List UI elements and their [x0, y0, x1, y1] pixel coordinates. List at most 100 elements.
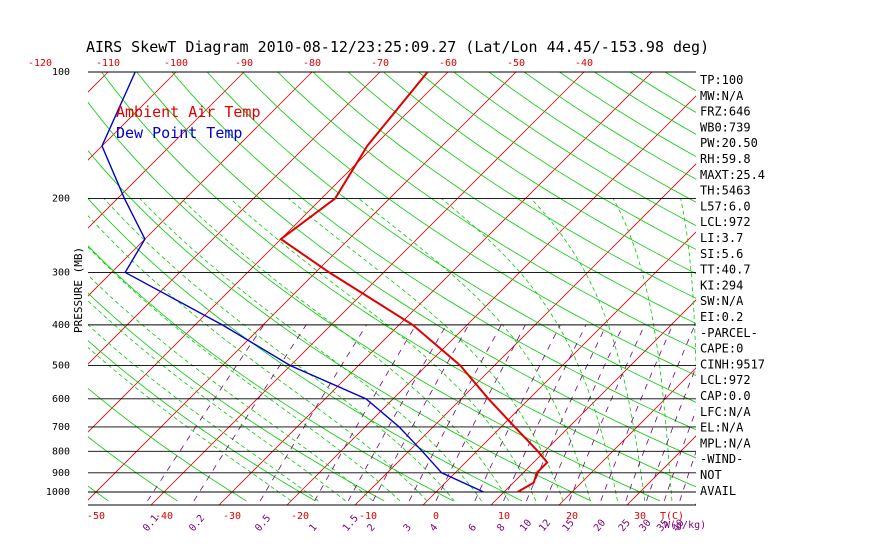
index-item: EL:N/A: [700, 421, 744, 435]
series-lines: [101, 72, 549, 493]
moist-adiabat-line: [288, 198, 564, 502]
pressure-tick-label: 400: [52, 320, 70, 331]
isotherm-line: [88, 72, 245, 229]
mixing-ratio-line: [625, 324, 696, 502]
mixing-ratio-line: [347, 324, 447, 502]
mixing-ratio-tick-label: 0.5: [253, 513, 273, 534]
moist-adiabat-line: [180, 198, 510, 502]
moist-adiabat-line: [88, 300, 346, 502]
mixing-ratio-tick-label: 12: [537, 518, 553, 534]
index-item: L57:6.0: [700, 199, 751, 213]
index-item: MPL:N/A: [700, 436, 751, 450]
isotherm-line: [88, 72, 517, 501]
top-tick-label: -60: [439, 58, 457, 69]
moist-adiabat-line: [612, 198, 673, 501]
moist-adiabat-line: [103, 198, 455, 502]
index-item: TP:100: [700, 73, 743, 87]
moist-adiabat-line: [441, 198, 618, 501]
mixing-ratio-tick-label: 2: [365, 522, 377, 534]
x-axis-label: T(C): [660, 511, 684, 522]
moist-adiabat-line: [88, 246, 401, 502]
index-item: AVAIL: [700, 484, 736, 498]
mixing-ratio-tick-label: 0.2: [187, 513, 207, 534]
isotherm-line: [354, 163, 696, 505]
top-tick-label: -100: [164, 58, 188, 69]
moist-adiabat-line: [358, 198, 591, 501]
dry-adiabat-line: [771, 72, 870, 501]
index-item: LFC:N/A: [700, 405, 751, 419]
isotherm-line: [490, 299, 696, 505]
chart-title: AIRS SkewT Diagram 2010-08-12/23:25:09.2…: [86, 38, 709, 56]
moist-adiabat-line: [88, 215, 428, 502]
pressure-tick-label: 300: [52, 267, 70, 278]
isotherm-line: [0, 72, 40, 505]
index-item: CAPE:0: [700, 342, 743, 356]
mixing-ratio-tick-label: 25: [617, 518, 633, 534]
pressure-tick-label: 100: [52, 67, 70, 78]
dry-adiabat-line: [88, 436, 178, 502]
index-item: SI:5.6: [700, 247, 743, 261]
moist-adiabat-line: [530, 198, 646, 501]
index-item: KI:294: [700, 278, 743, 292]
isotherm-line: [150, 72, 585, 505]
pressure-tick-label: 1000: [46, 487, 70, 498]
top-tick-label: -50: [507, 58, 525, 69]
moist-adiabat-line: [88, 346, 292, 502]
index-item: LCL:972: [700, 373, 751, 387]
mixing-ratio-label: W(g/kg): [664, 520, 706, 531]
moist-adiabat-line: [88, 274, 373, 502]
index-item: CINH:9517: [700, 357, 765, 371]
mixing-ratio-tick-label: 1: [307, 522, 319, 534]
mixing-ratio-tick-label: 8: [495, 522, 507, 534]
top-tick-label: -120: [28, 58, 52, 69]
index-item: -PARCEL-: [700, 326, 758, 340]
legend-air-temp: Ambient Air Temp: [116, 103, 261, 121]
mixing-ratio-tick-label: 1.5: [341, 513, 361, 534]
x-tick-label: -40: [155, 511, 173, 522]
isotherm-line: [286, 95, 696, 505]
index-item: PW:20.50: [700, 136, 758, 150]
moist-adiabat-line: [88, 324, 319, 502]
dry-adiabat-line: [88, 340, 316, 502]
dry-adiabat-line: [171, 72, 696, 431]
index-item: -WIND-: [700, 452, 743, 466]
index-item: LCL:972: [700, 215, 751, 229]
index-item: NOT: [700, 468, 722, 482]
dry-adiabat-line: [88, 197, 523, 502]
mixing-ratio-line: [545, 324, 624, 502]
moist-adiabat-line: [680, 198, 696, 378]
index-item: TH:5463: [700, 184, 751, 198]
dry-adiabat-line: [523, 72, 696, 180]
legend: Ambient Air Temp Dew Point Temp: [116, 103, 261, 142]
pressure-tick-label: 600: [52, 394, 70, 405]
mixing-ratio-line: [568, 324, 646, 502]
index-item: FRZ:646: [700, 105, 751, 119]
x-tick-label: 0: [433, 511, 439, 522]
top-tick-label: -40: [575, 58, 593, 69]
dry-adiabat-line: [312, 72, 696, 324]
mixing-ratio-tick-label: 6: [467, 522, 479, 534]
mixing-ratio-line: [408, 324, 502, 502]
legend-dew-point: Dew Point Temp: [116, 124, 242, 142]
dry-adiabat-line: [242, 72, 696, 376]
x-tick-label: 10: [498, 511, 510, 522]
dry-adiabat-line: [453, 72, 696, 227]
pressure-tick-label: 200: [52, 193, 70, 204]
mixing-ratio-line: [600, 324, 674, 502]
dry-adiabat-line: [806, 72, 870, 501]
mixing-ratio-line: [372, 324, 470, 502]
mixing-ratio-line: [526, 324, 607, 502]
dry-adiabat-line: [88, 101, 661, 502]
moist-adiabat-line: [139, 198, 482, 502]
dry-adiabat-line: [136, 72, 696, 459]
moist-adiabat-line: [229, 198, 537, 502]
pressure-tick-label: 700: [52, 422, 70, 433]
dry-adiabat-line: [418, 72, 696, 250]
top-tick-label: -110: [96, 58, 120, 69]
mixing-ratio-line: [147, 324, 265, 502]
isobar-lines: [88, 71, 696, 506]
index-item: MAXT:25.4: [700, 168, 765, 182]
index-item: LI:3.7: [700, 231, 743, 245]
